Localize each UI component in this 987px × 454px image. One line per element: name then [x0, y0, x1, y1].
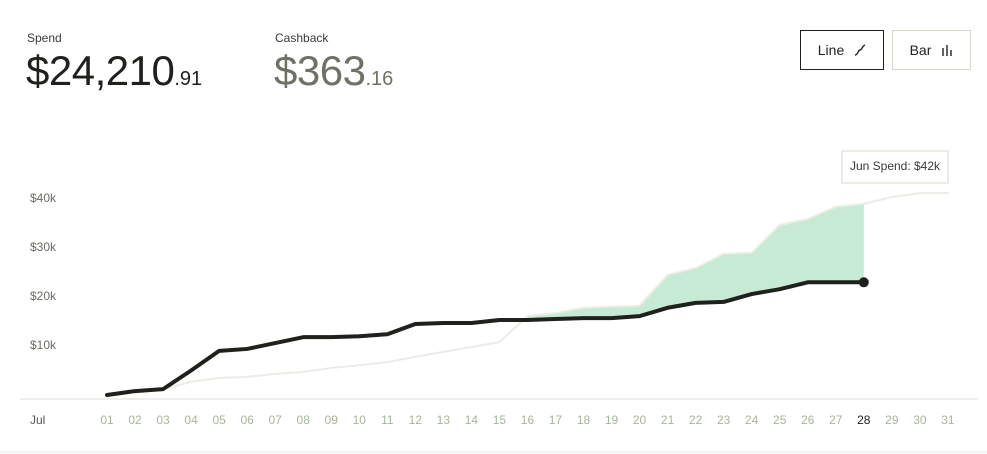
- line-series: [105, 280, 866, 397]
- x-tick-label: 05: [212, 413, 226, 427]
- spend-amount: $24,210: [26, 47, 175, 94]
- x-tick-label: 31: [941, 413, 955, 427]
- x-tick-label: 23: [717, 413, 731, 427]
- end-point: [858, 277, 869, 288]
- x-tick-label: 18: [577, 413, 591, 427]
- annotation-box: [841, 150, 949, 184]
- y-tick-label: $10k: [30, 338, 57, 352]
- line-icon: [855, 44, 866, 56]
- cashback-value: $363.16: [274, 47, 393, 95]
- x-tick-label: 14: [465, 413, 479, 427]
- cashback-label: Cashback: [275, 31, 329, 45]
- x-tick-label: 03: [156, 413, 170, 427]
- x-tick-label: 28: [857, 413, 871, 427]
- x-axis-label: Jul: [30, 413, 45, 427]
- difference-area: [527, 203, 864, 321]
- x-tick-label: 02: [128, 413, 142, 427]
- x-tick-label: 29: [885, 413, 899, 427]
- x-tick-label: 12: [409, 413, 423, 427]
- x-tick-label: 17: [549, 413, 563, 427]
- x-tick-label: 15: [493, 413, 507, 427]
- bar-icon: [942, 45, 953, 56]
- y-tick-label: $20k: [30, 289, 57, 303]
- x-tick-label: 30: [913, 413, 927, 427]
- x-tick-label: 09: [325, 413, 339, 427]
- annotation: Jun Spend: $42k: [850, 159, 941, 173]
- x-tick-label: 07: [269, 413, 283, 427]
- x-tick-label: 22: [689, 413, 703, 427]
- x-tick-label: 25: [773, 413, 787, 427]
- x-tick-label: 16: [521, 413, 535, 427]
- y-tick-label: $40k: [30, 191, 57, 205]
- x-tick-label: 08: [297, 413, 311, 427]
- x-tick-label: 26: [801, 413, 815, 427]
- x-tick-label: 04: [184, 413, 198, 427]
- spend-label: Spend: [27, 31, 62, 45]
- x-tick-label: 27: [829, 413, 843, 427]
- y-tick-label: $30k: [30, 240, 57, 254]
- x-tick-label: 13: [437, 413, 451, 427]
- line-button[interactable]: Line: [800, 30, 884, 70]
- spend-cents: .91: [174, 68, 203, 90]
- x-tick-label: 24: [745, 413, 759, 427]
- x-tick-label: 20: [633, 413, 647, 427]
- x-tick-label: 11: [381, 413, 394, 427]
- bar-button-label: Bar: [909, 42, 932, 58]
- x-tick-label: 19: [605, 413, 619, 427]
- x-tick-label: 21: [661, 413, 675, 427]
- cashback-amount: $363: [274, 47, 366, 94]
- x-tick-label: 10: [353, 413, 367, 427]
- line-series: [106, 192, 949, 396]
- spend-value: $24,210.91: [26, 47, 202, 95]
- cashback-cents: .16: [365, 68, 394, 90]
- line-button-label: Line: [817, 42, 845, 58]
- x-tick-label: 06: [240, 413, 254, 427]
- x-tick-label: 01: [100, 413, 114, 427]
- bar-button[interactable]: Bar: [892, 30, 971, 70]
